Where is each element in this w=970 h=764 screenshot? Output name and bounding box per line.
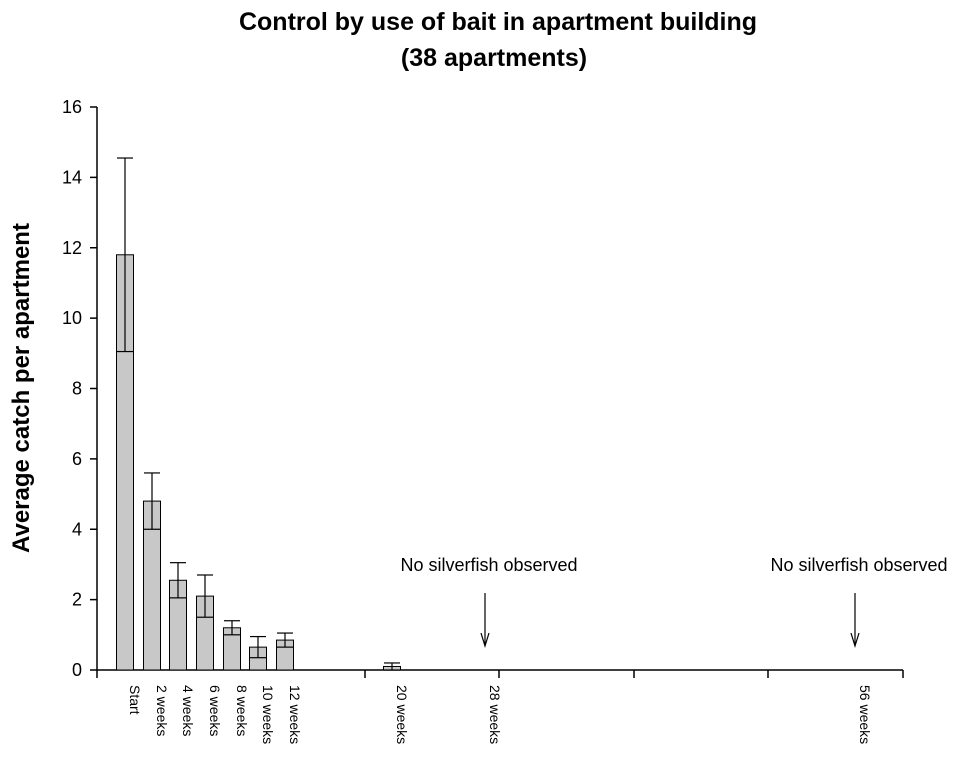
x-tick-label: 20 weeks bbox=[394, 685, 410, 744]
y-tick-label: 10 bbox=[62, 308, 82, 328]
y-tick-label: 16 bbox=[62, 97, 82, 117]
x-tick-label: 6 weeks bbox=[207, 685, 223, 736]
x-tick-label: 56 weeks bbox=[857, 685, 873, 744]
chart-title-line-1: Control by use of bait in apartment buil… bbox=[239, 8, 757, 36]
annotation-text: No silverfish observed bbox=[770, 555, 947, 575]
x-tick-label: 4 weeks bbox=[180, 685, 196, 736]
annotations: No silverfish observed No silverfish obse… bbox=[400, 555, 948, 649]
y-axis-label: Average catch per apartment bbox=[8, 223, 35, 553]
y-tick-label: 12 bbox=[62, 238, 82, 258]
bars bbox=[116, 254, 401, 671]
y-tick-label: 8 bbox=[72, 379, 82, 399]
y-tick-label: 14 bbox=[62, 167, 82, 187]
y-tick-label: 6 bbox=[72, 449, 82, 469]
annotation-text: No silverfish observed bbox=[400, 555, 577, 575]
y-ticks: 0 2 4 6 8 10 12 14 16 bbox=[62, 97, 97, 680]
x-ticks: Start 2 weeks 4 weeks 6 weeks 8 weeks 10 week… bbox=[127, 685, 873, 744]
y-tick-label: 4 bbox=[72, 519, 82, 539]
chart-title-line-2: (38 apartments) bbox=[401, 44, 587, 72]
x-tick-label: 8 weeks bbox=[234, 685, 250, 736]
axes bbox=[96, 107, 904, 678]
x-tick-label: 2 weeks bbox=[154, 685, 170, 736]
x-tick-label: 10 weeks bbox=[260, 685, 276, 744]
error-bars bbox=[117, 157, 400, 671]
x-tick-label: 12 weeks bbox=[287, 685, 303, 744]
x-tick-label: Start bbox=[127, 685, 143, 715]
arrow-head-icon bbox=[850, 632, 860, 649]
arrow-head-icon bbox=[480, 632, 490, 649]
x-tick-label: 28 weeks bbox=[487, 685, 503, 744]
y-tick-label: 2 bbox=[72, 590, 82, 610]
y-tick-label: 0 bbox=[72, 660, 82, 680]
